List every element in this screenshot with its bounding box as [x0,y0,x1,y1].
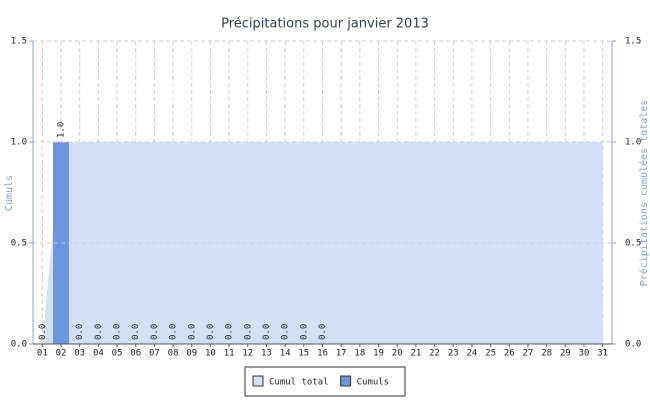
data-label: 0.0 [299,324,309,340]
data-label: 0.0 [113,324,123,340]
data-label: 0.0 [187,324,197,340]
x-tick-label: 09 [186,349,197,359]
data-label: 1.0 [57,122,67,138]
x-tick-label: 22 [429,349,440,359]
y2-tick-label: 0.0 [625,340,641,350]
data-label: 0.0 [75,324,85,340]
x-tick-label: 25 [485,349,496,359]
data-label: 0.0 [38,324,48,340]
y-tick-label: 1.0 [11,138,27,148]
data-label: 0.0 [318,324,328,340]
data-label: 0.0 [225,324,235,340]
x-tick-label: 12 [242,349,253,359]
data-label: 0.0 [169,324,179,340]
x-tick-label: 02 [56,349,67,359]
x-tick-label: 18 [354,349,365,359]
x-tick-label: 16 [317,349,328,359]
chart-title: Précipitations pour janvier 2013 [221,17,429,32]
data-label: 0.0 [281,324,291,340]
x-tick-label: 27 [523,349,534,359]
x-tick-label: 10 [205,349,216,359]
x-tick-label: 30 [579,349,590,359]
y2-tick-label: 0.5 [625,239,641,249]
x-tick-label: 06 [130,349,141,359]
data-label: 0.0 [131,324,141,340]
x-tick-label: 03 [74,349,85,359]
x-tick-label: 23 [448,349,459,359]
data-label: 0.0 [262,324,272,340]
data-label: 0.0 [94,324,104,340]
x-tick-label: 17 [336,349,347,359]
x-tick-label: 31 [597,349,608,359]
x-tick-label: 15 [298,349,309,359]
legend-swatch [252,375,264,387]
x-tick-label: 29 [560,349,571,359]
x-tick-label: 19 [373,349,384,359]
x-tick-label: 07 [149,349,160,359]
y2-tick-label: 1.0 [625,138,641,148]
x-tick-label: 13 [261,349,272,359]
y2-axis-title: Précipitations cumulées totales [638,100,650,287]
x-tick-label: 26 [504,349,515,359]
x-tick-label: 20 [392,349,403,359]
y-tick-label: 0.0 [11,340,27,350]
x-tick-label: 21 [410,349,421,359]
x-tick-label: 04 [93,349,104,359]
legend-swatch [340,375,352,387]
data-label: 0.0 [150,324,160,340]
y-tick-label: 1.5 [11,37,27,47]
y-tick-label: 0.5 [11,239,27,249]
x-tick-label: 08 [168,349,179,359]
legend-label: Cumuls [357,378,390,388]
x-tick-label: 14 [280,349,291,359]
data-label: 0.0 [206,324,216,340]
legend-label: Cumul total [269,378,329,388]
x-tick-label: 05 [112,349,123,359]
x-tick-label: 01 [37,349,48,359]
x-tick-label: 24 [466,349,477,359]
x-tick-label: 28 [541,349,552,359]
y-axis-title: Cumuls [4,175,15,211]
x-tick-label: 11 [224,349,235,359]
y2-tick-label: 1.5 [625,37,641,47]
data-label: 0.0 [243,324,253,340]
legend-box [244,366,406,397]
